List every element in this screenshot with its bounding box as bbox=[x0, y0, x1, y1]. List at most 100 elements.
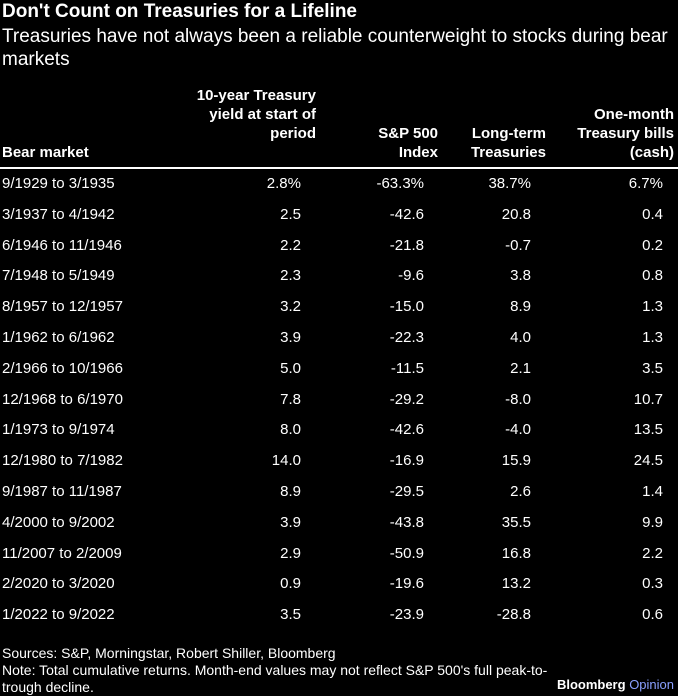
bloomberg-opinion-logo: Bloomberg Opinion bbox=[557, 677, 674, 692]
table-cell: 3.5 bbox=[280, 606, 301, 624]
table-cell: 7.8 bbox=[280, 390, 301, 408]
footnotes: Sources: S&P, Morningstar, Robert Shille… bbox=[2, 645, 562, 696]
table-cell: 1/1962 to 6/1962 bbox=[2, 329, 115, 346]
brand-suffix: Opinion bbox=[629, 677, 674, 692]
table-row: 1/1962 to 6/1962 3.9 -22.3 4.0 1.3 bbox=[0, 329, 678, 360]
table-cell: 14.0 bbox=[271, 452, 301, 470]
table-cell: 2/1966 to 10/1966 bbox=[2, 359, 123, 377]
table-cell: 10.7 bbox=[633, 390, 663, 408]
table-cell: 5.0 bbox=[280, 359, 301, 377]
table-cell: -42.6 bbox=[389, 421, 424, 439]
table-cell: 3.2 bbox=[280, 298, 301, 316]
table-cell: 2.5 bbox=[280, 205, 301, 223]
table-cell: 6.7% bbox=[628, 175, 663, 192]
table-row: 9/1987 to 11/1987 8.9 -29.5 2.6 1.4 bbox=[0, 483, 678, 514]
table-cell: 13.2 bbox=[501, 575, 531, 593]
table-cell: 7/1948 to 5/1949 bbox=[2, 267, 115, 285]
table-cell: -42.6 bbox=[389, 205, 424, 223]
table-row: 11/2007 to 2/2009 2.9 -50.9 16.8 2.2 bbox=[0, 545, 678, 576]
table-cell: 3.5 bbox=[642, 359, 663, 377]
table-cell: -0.7 bbox=[505, 236, 531, 254]
table-cell: 8.9 bbox=[280, 483, 301, 500]
table-cell: 2.8% bbox=[266, 175, 301, 192]
table-cell: -23.9 bbox=[389, 606, 424, 624]
table-cell: 11/2007 to 2/2009 bbox=[2, 544, 122, 562]
table-cell: 2.9 bbox=[280, 544, 301, 562]
table-cell: 9/1929 to 3/1935 bbox=[2, 175, 115, 192]
header-divider bbox=[0, 167, 678, 169]
table-cell: -9.6 bbox=[398, 267, 424, 285]
table-cell: -29.5 bbox=[389, 483, 424, 500]
table-cell: 1/1973 to 9/1974 bbox=[2, 421, 115, 439]
table-cell: 2.2 bbox=[642, 544, 663, 562]
table-cell: 35.5 bbox=[501, 513, 531, 531]
brand-name: Bloomberg bbox=[556, 677, 626, 692]
table-cell: -21.8 bbox=[389, 236, 424, 254]
table-cell: 6/1946 to 11/1946 bbox=[2, 236, 122, 254]
table-cell: 2.1 bbox=[510, 359, 531, 377]
table-cell: 3.8 bbox=[510, 267, 531, 285]
table-cell: 3.9 bbox=[280, 513, 301, 531]
table-cell: 0.6 bbox=[642, 606, 663, 624]
table-row: 2/2020 to 3/2020 0.9 -19.6 13.2 0.3 bbox=[0, 575, 678, 606]
table-cell: -15.0 bbox=[389, 298, 424, 316]
table-cell: 8.9 bbox=[510, 298, 531, 316]
table-cell: 24.5 bbox=[633, 452, 663, 470]
table-cell: 13.5 bbox=[633, 421, 663, 439]
table-cell: 2.2 bbox=[280, 236, 301, 254]
table-cell: 1/2022 to 9/2022 bbox=[2, 606, 115, 624]
table-cell: 16.8 bbox=[501, 544, 531, 562]
table-cell: -16.9 bbox=[389, 452, 424, 470]
table-row: 7/1948 to 5/1949 2.3 -9.6 3.8 0.8 bbox=[0, 267, 678, 298]
table-cell: 8.0 bbox=[280, 421, 301, 439]
table-cell: 20.8 bbox=[501, 205, 531, 223]
table-cell: 2.6 bbox=[510, 483, 531, 500]
table-cell: 12/1980 to 7/1982 bbox=[2, 452, 123, 470]
table-cell: 0.4 bbox=[642, 205, 663, 223]
table-cell: 2.3 bbox=[280, 267, 301, 285]
column-header-treasury-bills: One-month Treasury bills (cash) bbox=[577, 106, 674, 161]
table-cell: 0.3 bbox=[642, 575, 663, 593]
table-row: 12/1968 to 6/1970 7.8 -29.2 -8.0 10.7 bbox=[0, 391, 678, 422]
table-cell: 3/1937 to 4/1942 bbox=[2, 205, 115, 223]
table-cell: -8.0 bbox=[505, 390, 531, 408]
chart-subtitle: Treasuries have not always been a reliab… bbox=[2, 26, 668, 70]
table-cell: 3.9 bbox=[280, 329, 301, 346]
table-cell: 9/1987 to 11/1987 bbox=[2, 483, 122, 500]
table-row: 2/1966 to 10/1966 5.0 -11.5 2.1 3.5 bbox=[0, 360, 678, 391]
column-header-treasury-yield: 10-year Treasury yield at start of perio… bbox=[196, 87, 316, 142]
table-cell: -19.6 bbox=[389, 575, 424, 593]
table-cell: 38.7% bbox=[488, 175, 531, 192]
table-row: 4/2000 to 9/2002 3.9 -43.8 35.5 9.9 bbox=[0, 514, 678, 545]
table-cell: 0.8 bbox=[642, 267, 663, 285]
table-cell: -29.2 bbox=[389, 390, 424, 408]
table-cell: -11.5 bbox=[390, 359, 424, 377]
column-header-long-term-treasuries: Long-term Treasuries bbox=[470, 125, 546, 161]
table-cell: 15.9 bbox=[501, 452, 531, 470]
sources-note: Sources: S&P, Morningstar, Robert Shille… bbox=[2, 645, 336, 661]
table-cell: -63.3% bbox=[376, 175, 424, 192]
table-cell: -4.0 bbox=[505, 421, 531, 439]
table-cell: 8/1957 to 12/1957 bbox=[2, 298, 123, 316]
table-cell: 12/1968 to 6/1970 bbox=[2, 390, 123, 408]
table-row: 6/1946 to 11/1946 2.2 -21.8 -0.7 0.2 bbox=[0, 237, 678, 268]
table-cell: -22.3 bbox=[389, 329, 424, 346]
column-header-bear-market: Bear market bbox=[2, 144, 89, 161]
chart-title: Don't Count on Treasuries for a Lifeline bbox=[2, 1, 357, 22]
column-header-sp500: S&P 500 Index bbox=[378, 125, 438, 161]
table-cell: -50.9 bbox=[389, 544, 424, 562]
table-cell: 4.0 bbox=[510, 329, 531, 346]
table-row: 8/1957 to 12/1957 3.2 -15.0 8.9 1.3 bbox=[0, 298, 678, 329]
table-row: 12/1980 to 7/1982 14.0 -16.9 15.9 24.5 bbox=[0, 452, 678, 483]
returns-note: Note: Total cumulative returns. Month-en… bbox=[2, 662, 548, 695]
table-cell: -28.8 bbox=[496, 606, 531, 624]
table-cell: 1.3 bbox=[642, 329, 663, 346]
table-row: 1/1973 to 9/1974 8.0 -42.6 -4.0 13.5 bbox=[0, 421, 678, 452]
table-cell: 4/2000 to 9/2002 bbox=[2, 513, 115, 531]
table-cell: 1.3 bbox=[642, 298, 663, 316]
table-cell: 2/2020 to 3/2020 bbox=[2, 575, 115, 593]
table-row: 3/1937 to 4/1942 2.5 -42.6 20.8 0.4 bbox=[0, 206, 678, 237]
table-cell: 9.9 bbox=[642, 513, 663, 531]
table-cell: 1.4 bbox=[642, 483, 663, 500]
table-row: 1/2022 to 9/2022 3.5 -23.9 -28.8 0.6 bbox=[0, 606, 678, 637]
